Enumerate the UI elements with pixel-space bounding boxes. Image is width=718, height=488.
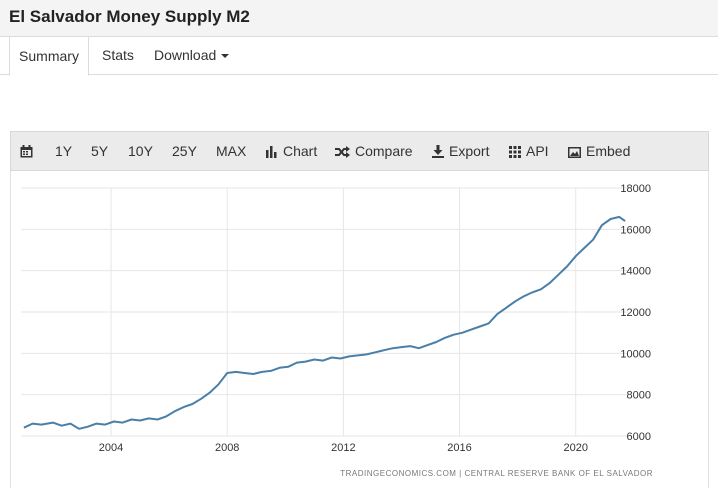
bar-chart-icon — [266, 146, 277, 158]
calendar-icon — [20, 145, 33, 158]
grid-icon — [509, 146, 521, 158]
compare-button[interactable]: Compare — [335, 132, 413, 170]
source-attribution: TRADINGECONOMICS.COM | CENTRAL RESERVE B… — [340, 469, 653, 478]
image-icon — [568, 147, 581, 158]
tab-stats[interactable]: Stats — [102, 47, 134, 63]
y-tick-label: 6000 — [627, 431, 651, 443]
export-button[interactable]: Export — [432, 132, 489, 170]
embed-button[interactable]: Embed — [568, 132, 630, 170]
title-bar: El Salvador Money Supply M2 — [0, 0, 718, 37]
x-tick-label: 2020 — [563, 442, 587, 454]
x-tick-label: 2004 — [99, 442, 123, 454]
chart-frame: 6000 8000 10000 12000 14000 16000 18000 2004 200… — [10, 171, 709, 488]
tab-bar: Summary Stats Download — [0, 36, 718, 76]
api-button-label: API — [526, 143, 549, 159]
y-tick-label: 12000 — [620, 307, 651, 319]
shuffle-icon — [335, 146, 350, 158]
chart-button[interactable]: Chart — [266, 132, 317, 170]
series-line — [23, 215, 626, 430]
page-title: El Salvador Money Supply M2 — [9, 7, 250, 26]
y-tick-label: 8000 — [627, 390, 651, 402]
chart-button-label: Chart — [283, 143, 318, 159]
tab-summary[interactable]: Summary — [9, 36, 89, 76]
money-supply-chart: 6000 8000 10000 12000 14000 16000 18000 2004 200… — [21, 183, 653, 478]
y-tick-label: 14000 — [620, 266, 651, 278]
y-tick-label: 18000 — [620, 183, 651, 195]
embed-button-label: Embed — [586, 143, 631, 159]
compare-button-label: Compare — [355, 143, 413, 159]
range-max-button[interactable]: MAX — [216, 143, 247, 159]
caret-down-icon — [221, 54, 230, 59]
api-button[interactable]: API — [509, 132, 549, 170]
download-icon — [432, 145, 444, 158]
range-1y-button[interactable]: 1Y — [55, 143, 73, 159]
y-tick-label: 10000 — [620, 348, 651, 360]
range-10y-button[interactable]: 10Y — [128, 143, 153, 159]
tab-download-label: Download — [154, 47, 217, 63]
chart-toolbar: 1Y 5Y 10Y 25Y MAX Chart Compare Export A… — [10, 131, 709, 171]
tab-download[interactable]: Download — [154, 36, 230, 74]
range-5y-button[interactable]: 5Y — [91, 143, 109, 159]
calendar-button[interactable] — [20, 132, 38, 170]
export-button-label: Export — [449, 143, 490, 159]
y-tick-label: 16000 — [620, 224, 651, 236]
x-tick-label: 2008 — [215, 442, 239, 454]
x-tick-label: 2012 — [331, 442, 355, 454]
range-25y-button[interactable]: 25Y — [172, 143, 197, 159]
x-tick-label: 2016 — [447, 442, 471, 454]
